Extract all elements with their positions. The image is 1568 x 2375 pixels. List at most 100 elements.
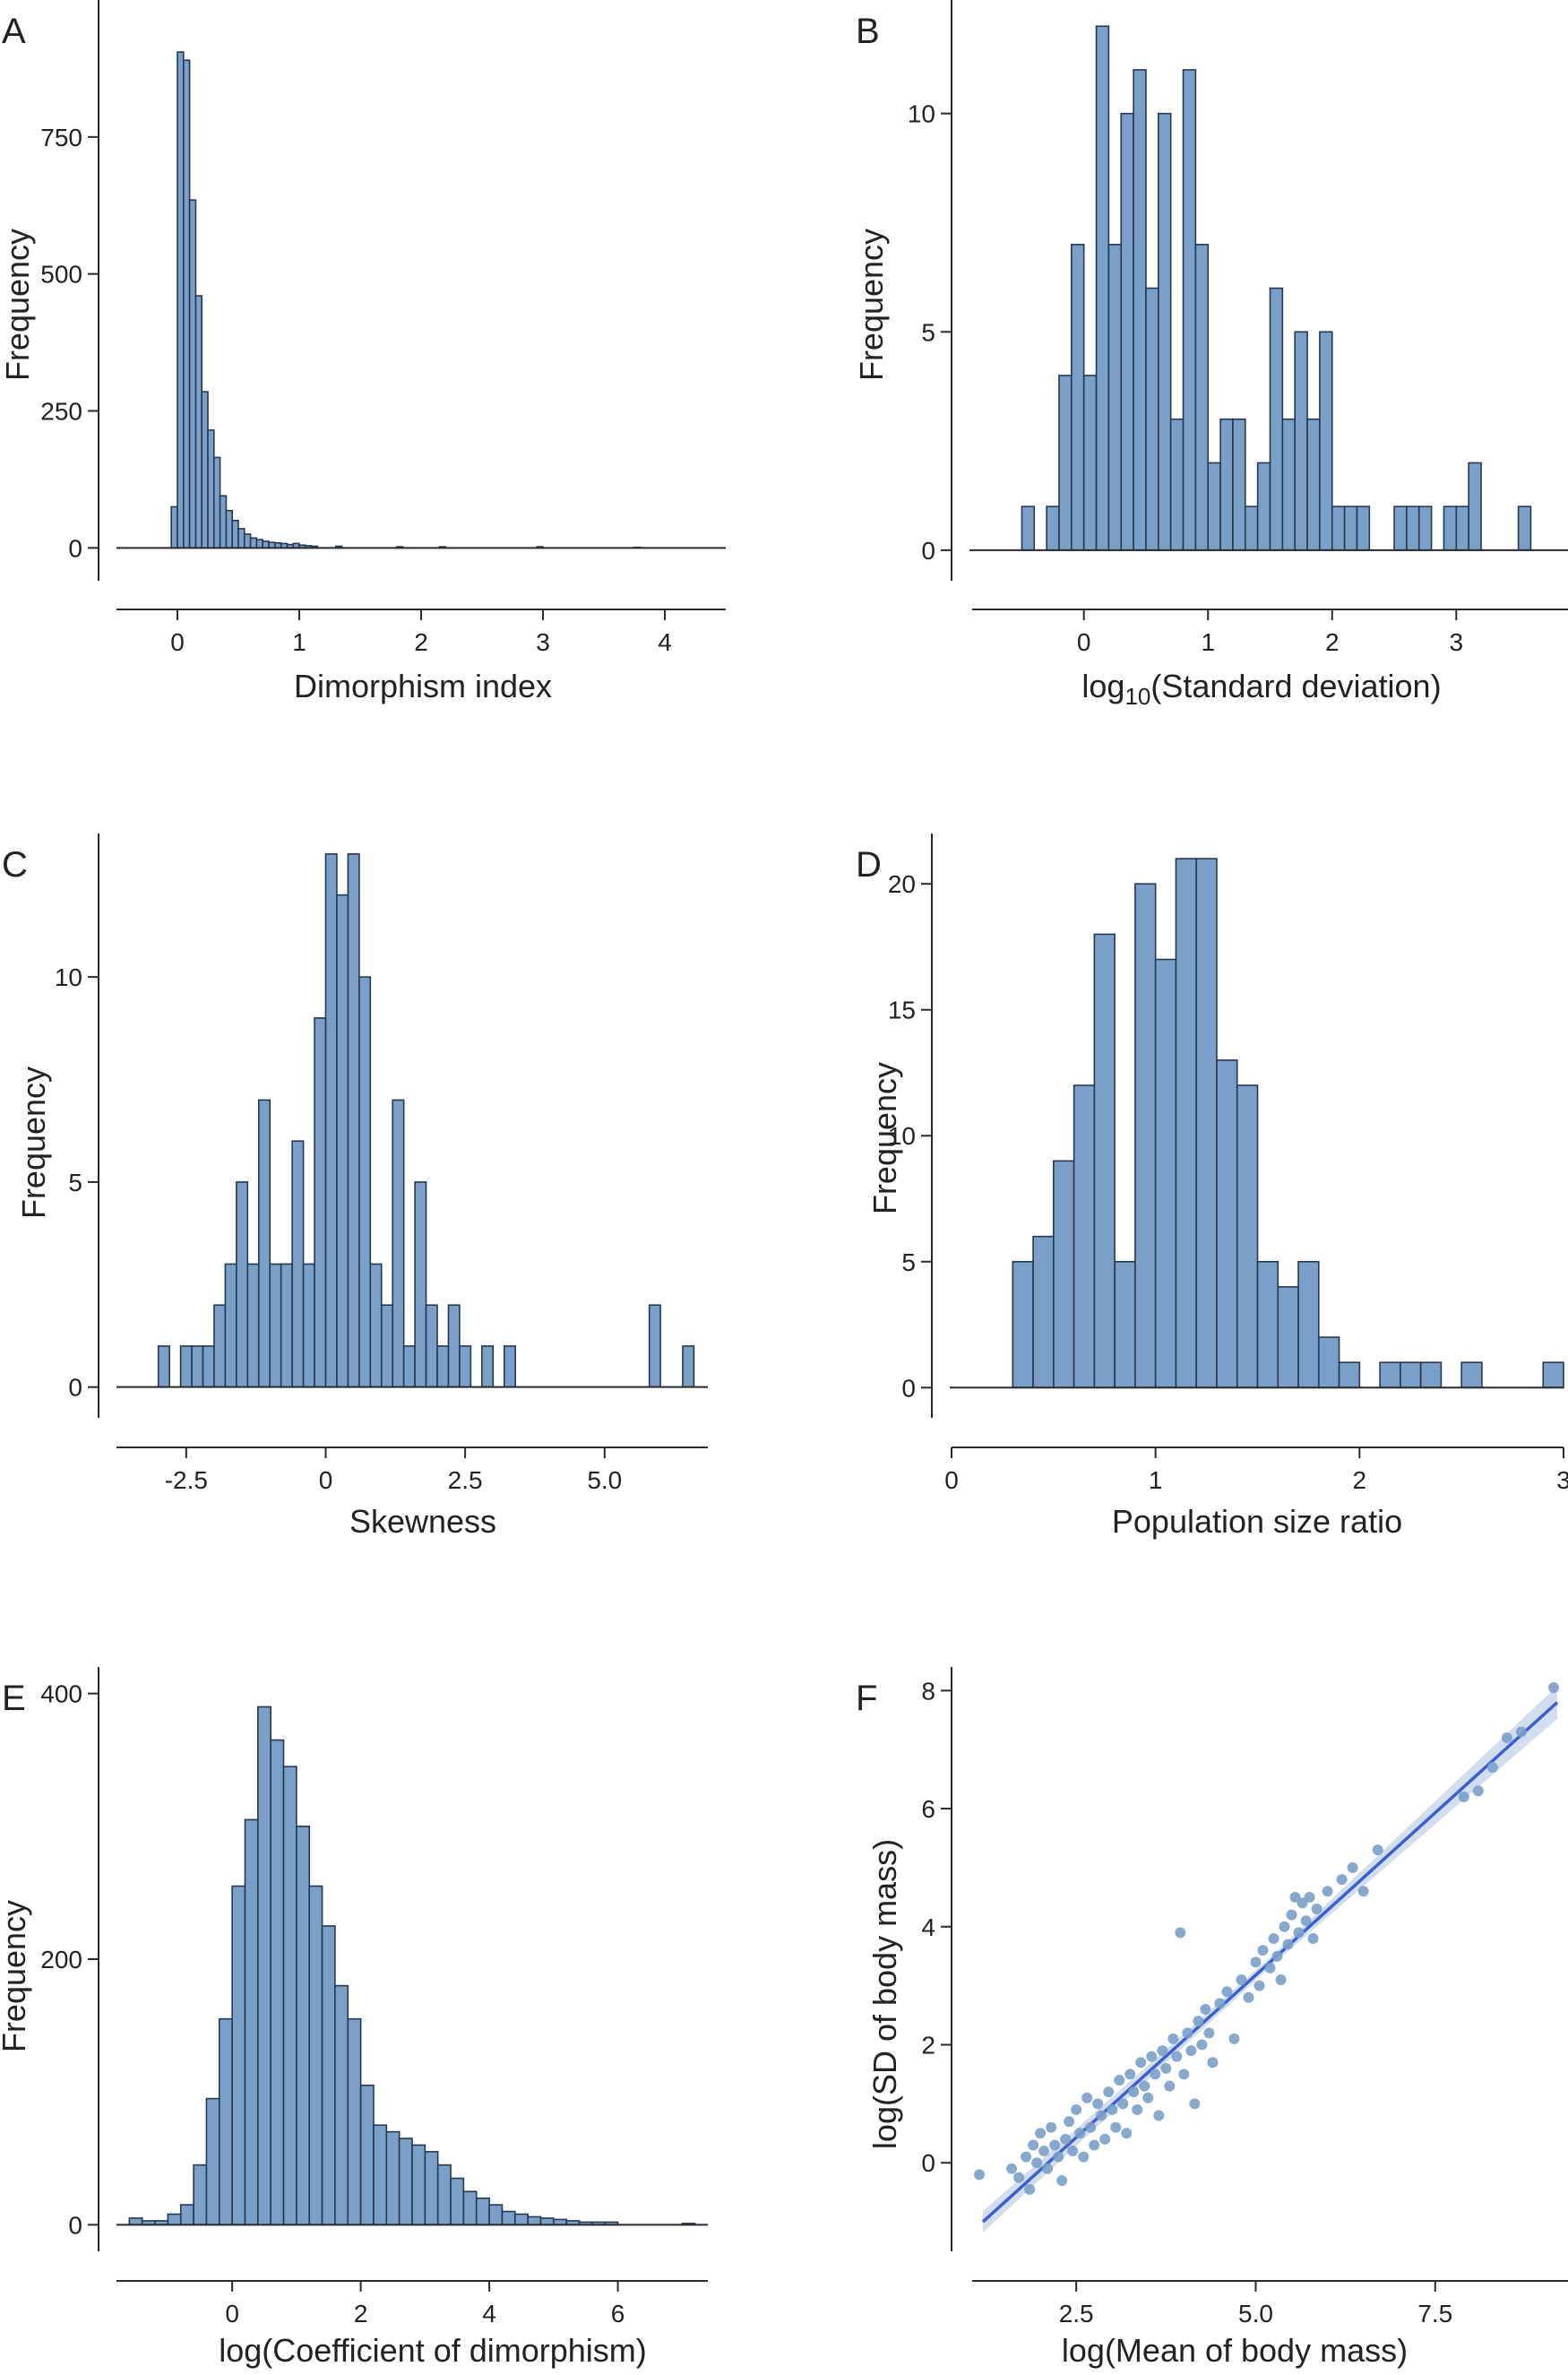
- panel-e-x-tick-label: 0: [225, 2300, 239, 2328]
- panel-f-y-tick-label: 2: [921, 2031, 935, 2059]
- panel-c-x-tick-label: -2.5: [165, 1466, 208, 1494]
- panel-f-point: [1275, 1974, 1287, 1986]
- panel-c-bar: [380, 1304, 394, 1388]
- panel-f-point: [1071, 2103, 1082, 2115]
- panel-d-bar: [1318, 1336, 1340, 1389]
- panel-a-xlabel: Dimorphism index: [294, 668, 552, 704]
- panel-f-point: [1297, 1897, 1308, 1909]
- panel-f-point: [1214, 1998, 1226, 2009]
- panel-c-y-tick-label: 5: [68, 1169, 82, 1196]
- panel-f-point: [1146, 2051, 1158, 2062]
- panel-f-point: [1458, 1791, 1469, 1802]
- panel-e-bar: [450, 2177, 465, 2226]
- panel-c-bar: [425, 1304, 438, 1388]
- panel-a-y-tick-label: 250: [40, 397, 82, 425]
- panel-e-bar: [539, 2217, 555, 2226]
- panel-a-bar: [225, 509, 233, 549]
- panel-f-point: [1110, 2121, 1122, 2133]
- panel-c-bar: [447, 1304, 461, 1388]
- panel-f-point: [1132, 2103, 1143, 2115]
- panel-d-axes: 0 5 10 15 20 0 1 2 3: [888, 833, 1568, 1494]
- panel-b-bar: [1194, 244, 1210, 551]
- panel-d-bars: [1012, 858, 1564, 1389]
- panel-e-bar: [296, 1826, 311, 2226]
- panel-f-point: [1021, 2151, 1032, 2163]
- panel-f-point: [1307, 1932, 1319, 1944]
- panel-f-point: [1336, 1874, 1348, 1886]
- panel-f-point: [1049, 2139, 1061, 2151]
- panel-d-y-tick-label: 10: [888, 1122, 916, 1150]
- panel-a-letter: A: [2, 12, 26, 51]
- panel-b-axes: 0 5 10 0 1 2 3: [908, 0, 1568, 656]
- panel-b-bar: [1443, 505, 1458, 551]
- panel-b-bar: [1169, 418, 1185, 551]
- panel-b-bar: [1406, 505, 1420, 551]
- panel-a-x-tick-label: 0: [170, 628, 185, 656]
- panel-f-point: [1081, 2092, 1093, 2103]
- panel-c-x-tick-label: 0: [319, 1466, 333, 1494]
- panel-e-bar: [205, 2097, 220, 2226]
- panel-c-bar: [280, 1263, 293, 1388]
- panel-b-x-tick-label: 1: [1201, 628, 1215, 656]
- panel-e-bar: [193, 2163, 208, 2226]
- panel-f-point: [1228, 2033, 1240, 2044]
- panel-a-x-tick-label: 4: [658, 628, 672, 656]
- panel-e-bar: [501, 2210, 516, 2226]
- panel-c-bar: [269, 1263, 282, 1388]
- panel-f-point: [1089, 2139, 1100, 2151]
- panel-d-bar: [1236, 1084, 1259, 1389]
- panel-b-bar: [1158, 112, 1172, 551]
- panel-f-point: [1096, 2110, 1107, 2121]
- panel-e-ylabel: Frequency: [0, 1900, 32, 2052]
- panel-c-bar: [302, 1263, 315, 1388]
- panel-a-y-tick-label: 0: [68, 534, 82, 562]
- panel-e-bar: [436, 2163, 452, 2226]
- panel-e-bar: [231, 1885, 246, 2226]
- panel-c-ylabel: Frequency: [15, 1067, 52, 1219]
- panel-e-axes: 0 200 400 0 2 4 6: [40, 1667, 708, 2328]
- panel-c-bar: [414, 1181, 427, 1388]
- panel-d-bar: [1542, 1361, 1564, 1389]
- panel-a-x-tick-label: 2: [414, 628, 428, 656]
- panel-f-point: [1254, 1980, 1265, 1991]
- panel-e-bar: [513, 2213, 529, 2226]
- panel-b-x-tick-label: 2: [1325, 628, 1340, 656]
- panel-f-point: [1121, 2128, 1133, 2139]
- panel-f-point: [1028, 2139, 1039, 2151]
- panel-b-bar: [1319, 331, 1333, 551]
- panel-f-x-tick-label: 7.5: [1417, 2300, 1452, 2328]
- panel-f-point: [1167, 2033, 1179, 2044]
- panel-b-bar: [1133, 69, 1147, 551]
- panel-c-bar: [191, 1345, 204, 1388]
- panel-f-point: [1268, 1932, 1279, 1944]
- panel-b-bars: [1021, 25, 1532, 551]
- panel-d-y-tick-label: 0: [901, 1374, 916, 1402]
- panel-d-x-tick-label: 3: [1556, 1466, 1568, 1494]
- panel-d-bar: [1114, 1260, 1136, 1389]
- panel-f-point: [1221, 1986, 1233, 1998]
- panel-c-x-tick-label: 2.5: [448, 1466, 483, 1494]
- panel-e: E 0 200 400 0 2 4 6 log(Coefficient of dimorph…: [0, 1667, 708, 2369]
- panel-c-bar: [682, 1345, 695, 1388]
- panel-b-xlabel-log: log: [1081, 668, 1124, 704]
- panel-f-point: [1164, 2080, 1176, 2092]
- panel-b-bar: [1058, 375, 1073, 551]
- panel-b-xlabel-subscript: 10: [1124, 683, 1150, 710]
- panel-f-point: [1128, 2086, 1140, 2098]
- panel-b-bar: [1468, 462, 1482, 551]
- panel-f-point: [1515, 1726, 1527, 1738]
- panel-b-bar: [1219, 418, 1234, 551]
- panel-f-point: [1264, 1962, 1276, 1973]
- panel-b-bar: [1207, 462, 1221, 551]
- panel-f-point: [1171, 2051, 1183, 2062]
- panel-a-bar: [237, 528, 246, 549]
- panel-e-x-tick-label: 6: [611, 2300, 625, 2328]
- panel-c-bar: [179, 1345, 193, 1388]
- panel-c-y-tick-label: 10: [55, 963, 82, 991]
- panel-c-bar: [224, 1263, 237, 1388]
- panel-c: C 0 5 10 -2.5 0 2.5 5.0 Skewness Frequency: [2, 833, 708, 1540]
- panel-d: D 0 5 10 15 20 0 1 2 3 Population size ratio Fre…: [856, 833, 1568, 1540]
- panel-f-point: [1257, 1945, 1269, 1956]
- panel-f-point: [1092, 2098, 1104, 2110]
